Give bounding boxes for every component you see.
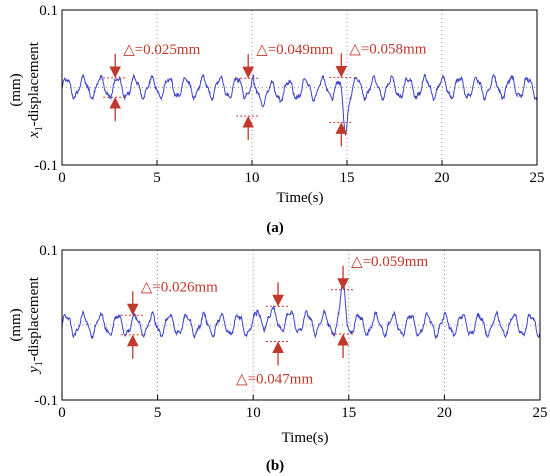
x-ticks: 0 5 10 15 20 25 [58, 395, 548, 421]
y-tick-label: 0.1 [39, 3, 58, 19]
y-tick-label: -0.1 [34, 158, 58, 174]
x-tick-label: 10 [245, 170, 260, 186]
plot-frame [61, 249, 541, 401]
y-axis-unit: (mm) [8, 308, 24, 341]
y-axis-var: y [26, 366, 42, 375]
annotation-group: △=0.025mm △=0.049mm △=0.058mm [103, 41, 427, 147]
y-tick-label: 0.1 [39, 243, 58, 259]
grid-lines [62, 250, 540, 400]
y-tick-label: -0.1 [34, 393, 58, 409]
annotation-label: △=0.047mm [236, 372, 313, 388]
series-line [61, 73, 538, 137]
y-ticks: 0.1 -0.1 [34, 243, 67, 409]
x-axis-label: Time(s) [282, 430, 329, 446]
y-axis-label: x1-displacement [26, 41, 45, 139]
x-tick-label: 0 [58, 405, 66, 421]
annotation-label: △=0.049mm [256, 42, 333, 58]
signal-trace [61, 279, 541, 340]
y-axis-unit: (mm) [8, 73, 24, 106]
y-axis-sub: 1 [34, 361, 45, 366]
signal-trace [61, 73, 538, 137]
x-tick-label: 15 [341, 405, 356, 421]
annotation-group: △=0.026mm △=0.047mm △=0.059mm [120, 254, 428, 388]
series-line [61, 279, 541, 340]
x-tick-label: 25 [533, 405, 548, 421]
x-tick-label: 5 [154, 405, 162, 421]
x-ticks: 0 5 10 15 20 25 [58, 160, 545, 186]
x-tick-label: 25 [530, 170, 545, 186]
y-axis-sub: 1 [34, 126, 45, 131]
x-tick-label: 5 [153, 170, 161, 186]
annotation-label: △=0.058mm [349, 41, 426, 57]
y-axis-rest: -displacement [26, 41, 42, 126]
x-tick-label: 10 [246, 405, 261, 421]
x-tick-label: 15 [340, 170, 355, 186]
annotation-label: △=0.059mm [351, 254, 428, 270]
y-ticks: 0.1 -0.1 [34, 3, 67, 174]
y-axis-label: y1-displacement [26, 276, 45, 375]
panel-a: △=0.025mm △=0.049mm △=0.058mm 0 5 10 15 20 25 0… [8, 3, 545, 236]
panel-caption: (b) [266, 458, 284, 474]
x-axis-label: Time(s) [277, 190, 324, 206]
panel-caption: (a) [266, 220, 284, 236]
grid-lines [62, 10, 537, 165]
annotation-label: △=0.026mm [141, 279, 218, 295]
x-tick-label: 0 [58, 170, 66, 186]
y-axis-rest: -displacement [26, 276, 42, 361]
annotation-label: △=0.025mm [123, 42, 200, 58]
panel-b: △=0.026mm △=0.047mm △=0.059mm 0 5 10 15 20 25 0… [8, 243, 548, 474]
x-tick-label: 20 [437, 405, 452, 421]
x-tick-label: 20 [435, 170, 450, 186]
plot-frame [61, 9, 538, 166]
y-axis-var: x [26, 131, 42, 139]
